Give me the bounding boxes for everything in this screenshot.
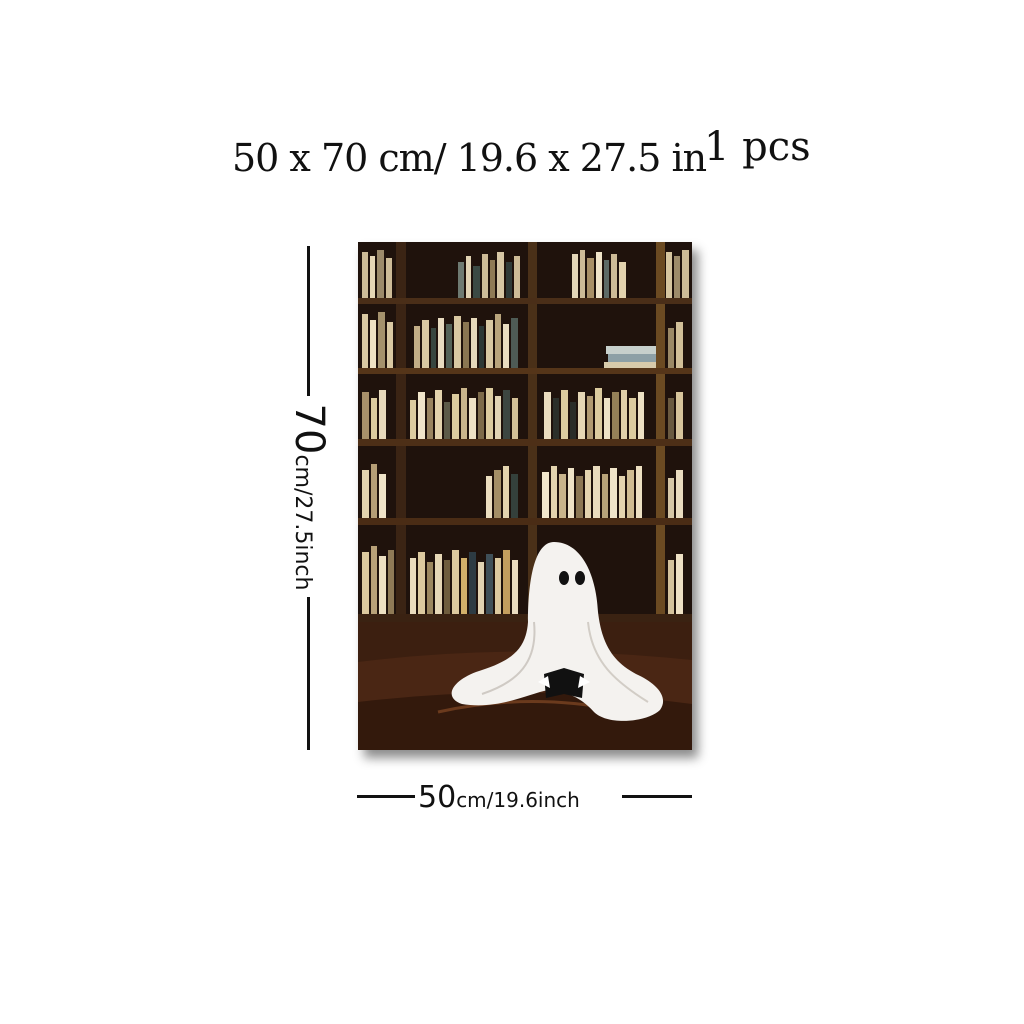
width-dimension-line-right xyxy=(622,795,692,798)
height-dimension-line-top xyxy=(307,246,310,396)
height-dimension-line-bottom xyxy=(307,597,310,750)
height-label: 70cm/27.5inch xyxy=(286,404,332,591)
width-value: 50 xyxy=(418,780,457,815)
height-value: 70 xyxy=(286,403,332,455)
height-unit: cm/27.5inch xyxy=(290,454,315,591)
width-unit: cm/19.6inch xyxy=(456,788,580,812)
product-size-title: 50 x 70 cm/ 19.6 x 27.5 in 1 pcs xyxy=(0,124,1024,184)
canvas-print-image xyxy=(358,242,692,750)
dimensions-text: 50 x 70 cm/ 19.6 x 27.5 in xyxy=(232,136,707,180)
width-dimension-line-left xyxy=(357,795,415,798)
quantity-text: 1 pcs xyxy=(704,124,811,170)
ghost-library-painting xyxy=(358,242,692,750)
width-label: 50cm/19.6inch xyxy=(418,780,580,815)
